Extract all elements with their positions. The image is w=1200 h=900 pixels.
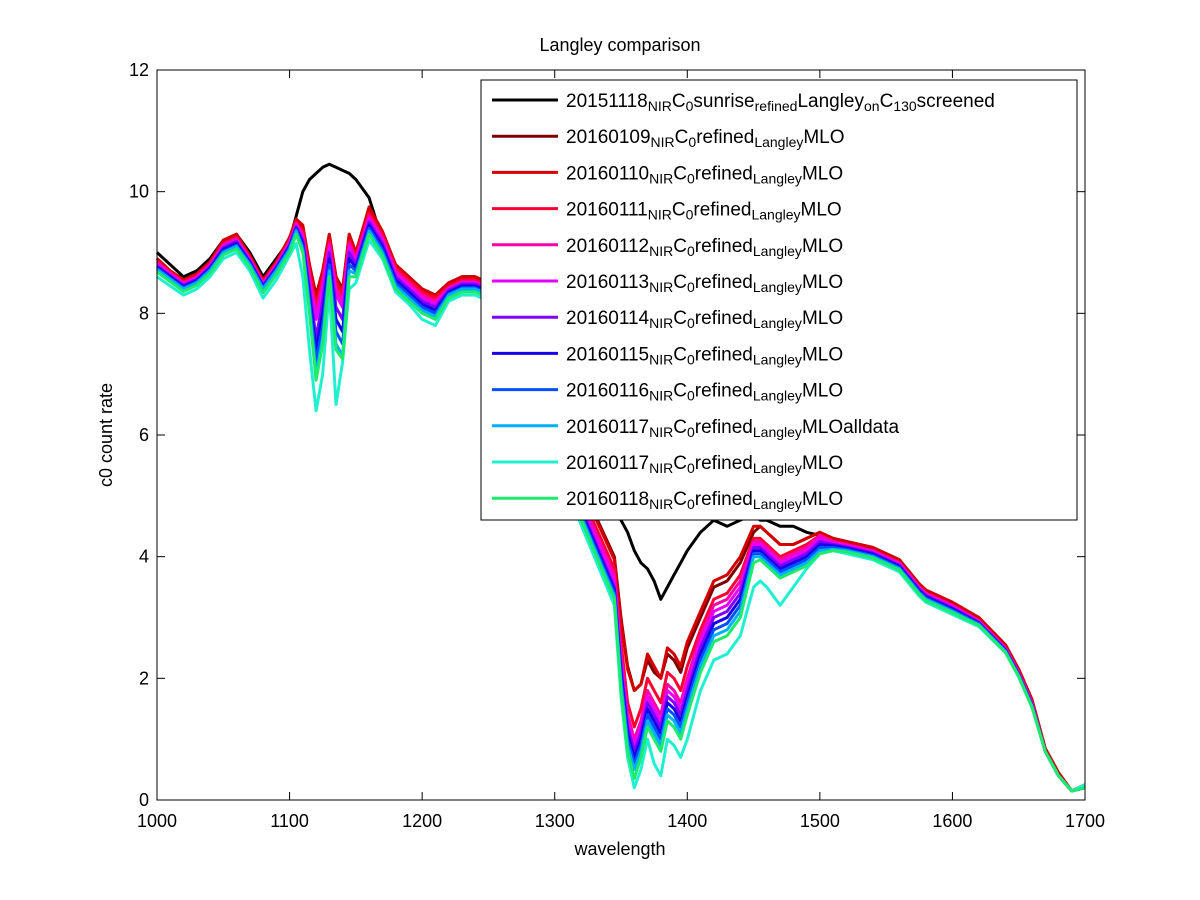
legend-label-4: 20160111NIRC0refinedLangleyMLO — [566, 200, 842, 223]
x-tick-label-1100: 1100 — [270, 811, 309, 831]
x-tick-label-1500: 1500 — [800, 811, 840, 831]
legend-label-9: 20160116NIRC0refinedLangleyMLO — [566, 381, 843, 404]
y-tick-label-0: 0 — [139, 790, 149, 810]
y-tick-label-2: 2 — [139, 668, 149, 688]
legend: 20151118NIRC0sunriserefinedLangleyonC130… — [480, 79, 1078, 521]
x-tick-label-1400: 1400 — [667, 811, 707, 831]
legend-label-11: 20160117NIRC0refinedLangleyMLO — [566, 453, 843, 476]
series-line-11 — [156, 238, 1086, 793]
x-tick-label-1200: 1200 — [402, 811, 442, 831]
series-line-12 — [156, 232, 1086, 793]
y-tick-label-10: 10 — [129, 182, 149, 202]
legend-label-2: 20160109NIRC0refinedLangleyMLO — [566, 127, 845, 150]
y-tick-label-12: 12 — [129, 60, 149, 80]
legend-label-12: 20160118NIRC0refinedLangleyMLO — [566, 489, 843, 512]
legend-box — [480, 79, 1078, 521]
legend-label-10: 20160117NIRC0refinedLangleyMLOalldata — [566, 417, 900, 440]
legend-label-8: 20160115NIRC0refinedLangleyMLO — [566, 344, 843, 367]
y-tick-label-8: 8 — [139, 303, 149, 323]
legend-label-1: 20151118NIRC0sunriserefinedLangleyonC130… — [566, 91, 995, 114]
chart-title: Langley comparison — [539, 35, 700, 55]
plot-area: 1000 1100 1200 1300 1400 1500 1600 1700 0 2 4 6 8 10 1… — [129, 60, 1105, 831]
y-tick-label-6: 6 — [139, 425, 149, 445]
x-tick-label-1600: 1600 — [932, 811, 972, 831]
x-tick-label-1700: 1700 — [1065, 811, 1105, 831]
x-tick-label-1000: 1000 — [137, 811, 177, 831]
x-axis-label: wavelength — [573, 839, 665, 859]
legend-label-7: 20160114NIRC0refinedLangleyMLO — [566, 308, 843, 331]
y-axis-label: c0 count rate — [96, 383, 116, 487]
x-tick-label-1300: 1300 — [535, 811, 575, 831]
y-tick-label-4: 4 — [139, 547, 149, 567]
legend-label-3: 20160110NIRC0refinedLangleyMLO — [566, 163, 843, 186]
legend-label-6: 20160113NIRC0refinedLangleyMLO — [566, 272, 843, 295]
series-line-3 — [155, 205, 1086, 793]
legend-label-5: 20160112NIRC0refinedLangleyMLO — [566, 236, 843, 259]
